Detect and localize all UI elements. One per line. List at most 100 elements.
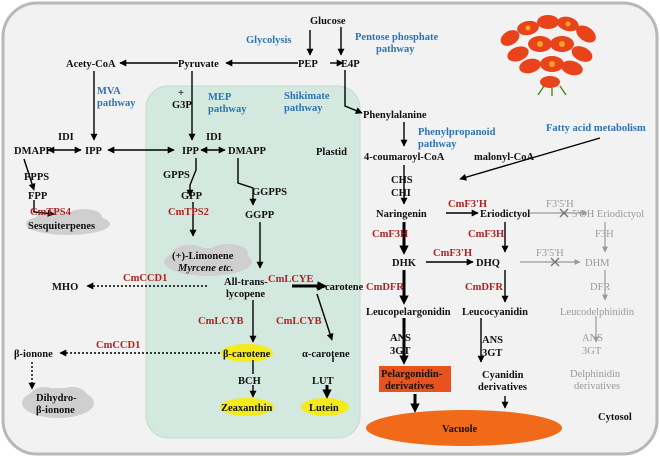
ans-2: ANS <box>482 335 503 346</box>
limonene-2: Myrcene etc. <box>177 263 233 274</box>
clivia-flower-icon <box>500 15 596 96</box>
glycolysis-label: Glycolysis <box>246 35 292 46</box>
f3h-gray: F3H <box>595 229 614 240</box>
limonene-cloud <box>164 244 252 276</box>
cmccd1-b: CmCCD1 <box>96 340 140 351</box>
mep-label-1: MEP <box>208 92 232 103</box>
coumaroyl-coa: 4-coumaroyl-CoA <box>364 152 445 163</box>
zeaxanthin-highlight <box>220 398 274 416</box>
e4p: E4P <box>341 59 360 70</box>
mva-label-1: MVA <box>97 86 121 97</box>
leucopelargonidin: Leucopelargonidin <box>366 307 451 318</box>
beta-carotene-highlight <box>221 344 273 362</box>
alpha-carotene: α-carotene <box>302 349 350 360</box>
gpp: GPP <box>181 191 203 202</box>
shikimate-label-2: pathway <box>284 103 323 114</box>
blocked-marks <box>550 208 569 267</box>
ggpp: GGPP <box>245 210 275 221</box>
beta-carotene: β-carotene <box>223 349 271 360</box>
cmdfr-b: CmDFR <box>465 282 503 293</box>
cytosol-label: Cytosol <box>598 412 632 423</box>
eriodictyol: Eriodictyol <box>480 209 530 220</box>
sesquiterpenes: Sesquiterpenes <box>28 221 95 232</box>
cmf3h-b: CmF3H <box>468 229 504 240</box>
cmlcyb-a: CmLCYB <box>198 316 244 327</box>
gt-1: 3GT <box>390 346 410 357</box>
cyanidin-2: derivatives <box>478 382 527 393</box>
cmdfr-a: CmDFR <box>366 282 404 293</box>
malonyl-coa: malonyl-CoA <box>474 152 535 163</box>
cmtps4: CmTPS4 <box>30 207 72 218</box>
lut: LUT <box>312 376 334 387</box>
f35h-a: F3'5'H <box>546 199 574 210</box>
dfr-gray: DFR <box>590 282 610 293</box>
dhm: DHM <box>585 258 610 269</box>
mep-label-2: pathway <box>208 104 247 115</box>
idi-left: IDI <box>58 132 74 143</box>
fpp: FPP <box>28 191 48 202</box>
gpps: GPPS <box>163 170 190 181</box>
delta-carotene: δ-carotene <box>316 282 364 293</box>
cmlcyb-b: CmLCYB <box>276 316 322 327</box>
bch: BCH <box>238 376 261 387</box>
g3p-plus: + <box>178 88 184 99</box>
cmf3h-a: CmF3H <box>372 229 408 240</box>
dmapp-left: DMAPP <box>14 146 52 157</box>
shikimate-label-1: Shikimate <box>284 91 330 102</box>
cyanidin-1: Cyanidin <box>482 370 524 381</box>
cmf3ph-b: CmF3'H <box>433 248 472 259</box>
cmlcye: CmLCYE <box>268 274 314 285</box>
mho: MHO <box>52 282 78 293</box>
plastid-compartment <box>145 85 361 439</box>
fpps: FPPS <box>24 172 49 183</box>
phenylpropanoid-label-1: Phenylpropanoid <box>418 127 496 138</box>
all-trans-1: All-trans- <box>224 277 268 288</box>
ipp-plastid: IPP <box>182 146 200 157</box>
phenylpropanoid-label-2: pathway <box>418 139 457 150</box>
all-trans-2: lycopene <box>226 289 265 300</box>
sesquiterpenes-cloud <box>26 209 110 235</box>
vacuole-shape <box>366 410 562 446</box>
oh-eriodictyol: 5'OH Eriodictyol <box>572 209 644 220</box>
chi: CHI <box>391 188 411 199</box>
pep: PEP <box>298 59 318 70</box>
chs: CHS <box>391 175 413 186</box>
ppp-label-1: Pentose phosphate <box>355 32 438 43</box>
delphinidin-2: derivatives <box>574 381 620 392</box>
dhk: DHK <box>392 258 417 269</box>
beta-ionone: β-ionone <box>14 349 53 360</box>
dhq: DHQ <box>476 258 500 269</box>
idi-plastid: IDI <box>206 132 222 143</box>
cmf3ph-a: CmF3'H <box>448 199 487 210</box>
fatty-acid-label: Fatty acid metabolism <box>546 123 646 134</box>
dihydro-2: β-ionone <box>36 405 75 416</box>
pelargonidin-1: Pelargonidin- <box>381 369 443 380</box>
naringenin: Naringenin <box>376 209 427 220</box>
cmtps2: CmTPS2 <box>168 207 209 218</box>
ppp-label-2: pathway <box>376 44 415 55</box>
gt-gray: 3GT <box>582 346 602 357</box>
dmapp-plastid: DMAPP <box>228 146 266 157</box>
f35h-b: F3'5'H <box>536 248 564 259</box>
leucocyanidin: Leucocyanidin <box>462 307 528 318</box>
ans-1: ANS <box>390 333 411 344</box>
cmccd1-a: CmCCD1 <box>123 273 167 284</box>
limonene-1: (+)-Limonene <box>172 251 234 262</box>
g3p: G3P <box>172 100 192 111</box>
delphinidin-1: Delphinidin <box>570 369 621 380</box>
dihydro-cloud <box>22 387 94 418</box>
plastid-label: Plastid <box>316 147 347 158</box>
phenylalanine: Phenylalanine <box>363 110 427 121</box>
acetyl-coa: Acety-CoA <box>66 59 116 70</box>
leucodelphinidin: Leucodelphinidin <box>560 307 635 318</box>
pyruvate: Pyruvate <box>178 59 219 70</box>
vacuole-label: Vacuole <box>442 424 478 435</box>
pelargonidin-box <box>379 366 451 392</box>
ipp-left: IPP <box>85 146 103 157</box>
mva-label-2: pathway <box>97 98 136 109</box>
lutein-highlight <box>301 398 349 416</box>
ans-gray: ANS <box>582 333 603 344</box>
pelargonidin-2: derivatives <box>385 381 434 392</box>
